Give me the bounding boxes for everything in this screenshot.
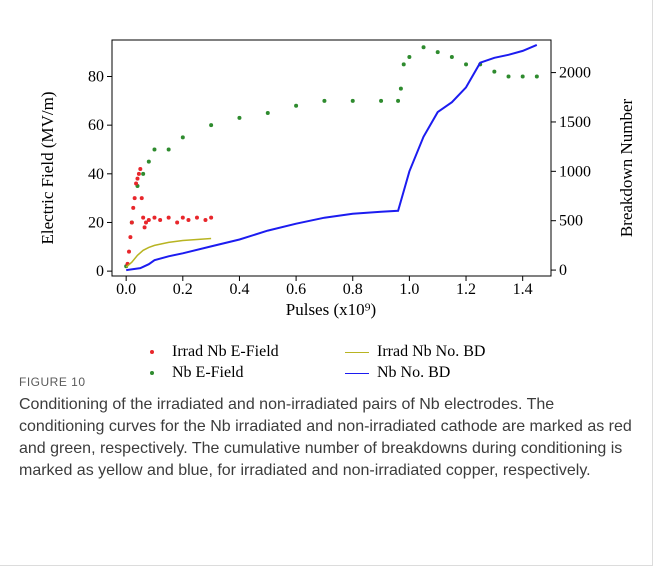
point-irrad-efield xyxy=(186,218,191,223)
point-irrad-efield xyxy=(146,218,151,223)
point-nb-efield xyxy=(350,98,355,103)
legend-marker-nb-efield xyxy=(140,363,166,383)
point-nb-efield xyxy=(265,110,270,115)
series-line-irrad-bd xyxy=(125,237,212,268)
legend-label-irrad-efield: Irrad Nb E-Field xyxy=(172,343,279,360)
point-irrad-efield xyxy=(180,215,185,220)
legend-marker-nb-bd xyxy=(345,363,371,383)
point-nb-efield xyxy=(209,123,214,128)
point-irrad-efield xyxy=(152,215,157,220)
y2-tick-label: 0 xyxy=(559,262,567,279)
figure-caption: FIGURE 10 Conditioning of the irradiated… xyxy=(19,373,633,482)
tick-layer: 0.0 0.2 0.4 0.6 0.8 1.0 1.2 1.4 0 20 40 60 80 0 500 100… xyxy=(88,65,591,298)
point-irrad-efield xyxy=(158,218,163,223)
point-nb-efield xyxy=(449,55,454,60)
point-irrad-efield xyxy=(131,205,136,210)
y2-tick-label: 1500 xyxy=(559,114,591,131)
point-nb-efield xyxy=(146,159,151,164)
y-tick-label: 0 xyxy=(96,263,104,280)
point-irrad-efield xyxy=(128,235,133,240)
legend-label-nb-efield: Nb E-Field xyxy=(172,364,244,381)
point-nb-efield xyxy=(141,171,146,176)
point-irrad-efield xyxy=(209,215,214,220)
x-tick-label: 1.2 xyxy=(456,281,476,298)
point-nb-efield xyxy=(166,147,171,152)
point-irrad-efield xyxy=(139,196,144,201)
point-nb-efield xyxy=(492,69,497,74)
y2-tick-label: 500 xyxy=(559,213,583,230)
point-nb-efield xyxy=(401,62,406,67)
x-tick-label: 0.2 xyxy=(173,281,193,298)
x-tick-label: 0.8 xyxy=(343,281,363,298)
y2-axis-label: Breakdown Number xyxy=(617,99,636,238)
y-axis-label: Electric Field (MV/m) xyxy=(38,92,57,245)
y2-tick-label: 2000 xyxy=(559,65,591,82)
figure-caption-text: Conditioning of the irradiated and non-i… xyxy=(19,396,632,479)
y2-tick-label: 1000 xyxy=(559,163,591,180)
y-tick-label: 40 xyxy=(88,166,104,183)
x-axis-label: Pulses (x10⁹) xyxy=(286,300,376,319)
point-irrad-efield xyxy=(126,249,131,254)
point-irrad-efield xyxy=(143,220,148,225)
point-irrad-efield xyxy=(132,196,137,201)
point-irrad-efield xyxy=(134,181,139,186)
point-irrad-efield xyxy=(138,166,143,171)
point-nb-efield xyxy=(152,147,157,152)
point-nb-efield xyxy=(396,98,401,103)
point-nb-efield xyxy=(407,55,412,60)
x-tick-label: 1.0 xyxy=(399,281,419,298)
y-tick-label: 20 xyxy=(88,214,104,231)
point-nb-efield xyxy=(435,50,440,55)
y-tick-label: 80 xyxy=(88,68,104,85)
point-irrad-efield xyxy=(203,218,208,223)
plot-area-frame xyxy=(111,39,552,277)
chart-svg: 0.0 0.2 0.4 0.6 0.8 1.0 1.2 1.4 0 20 40 60 80 0 500 100… xyxy=(38,39,636,319)
point-nb-efield xyxy=(379,98,384,103)
x-tick-label: 0.0 xyxy=(116,281,136,298)
point-irrad-efield xyxy=(175,220,180,225)
point-nb-efield xyxy=(520,74,525,79)
data-layer xyxy=(124,43,539,272)
figure-label: FIGURE 10 xyxy=(19,375,86,389)
point-nb-efield xyxy=(421,45,426,50)
x-tick-label: 1.4 xyxy=(513,281,533,298)
point-irrad-efield xyxy=(142,225,147,230)
x-tick-label: 0.6 xyxy=(286,281,306,298)
legend-label-nb-bd: Nb No. BD xyxy=(377,364,451,381)
point-irrad-efield xyxy=(129,220,134,225)
series-line-nb-bd xyxy=(126,43,538,272)
legend-marker-irrad-efield xyxy=(140,342,166,362)
point-nb-efield xyxy=(180,135,185,140)
point-irrad-efield xyxy=(136,171,141,176)
chart-legend: Irrad Nb E-Field Nb E-Field Irrad Nb No.… xyxy=(140,342,560,384)
point-irrad-efield xyxy=(166,215,171,220)
point-nb-efield xyxy=(294,103,299,108)
point-nb-efield xyxy=(237,115,242,120)
figure-chart: 0.0 0.2 0.4 0.6 0.8 1.0 1.2 1.4 0 20 40 60 80 0 500 100… xyxy=(0,20,654,381)
point-irrad-efield xyxy=(135,176,140,181)
point-nb-efield xyxy=(398,86,403,91)
y-tick-label: 60 xyxy=(88,117,104,134)
point-nb-efield xyxy=(534,74,539,79)
point-irrad-efield xyxy=(141,215,146,220)
point-nb-efield xyxy=(506,74,511,79)
legend-label-irrad-bd: Irrad Nb No. BD xyxy=(377,343,486,360)
point-nb-efield xyxy=(464,62,469,67)
point-nb-efield xyxy=(322,98,327,103)
x-tick-label: 0.4 xyxy=(229,281,249,298)
legend-marker-irrad-bd xyxy=(345,342,371,362)
point-irrad-efield xyxy=(194,215,199,220)
